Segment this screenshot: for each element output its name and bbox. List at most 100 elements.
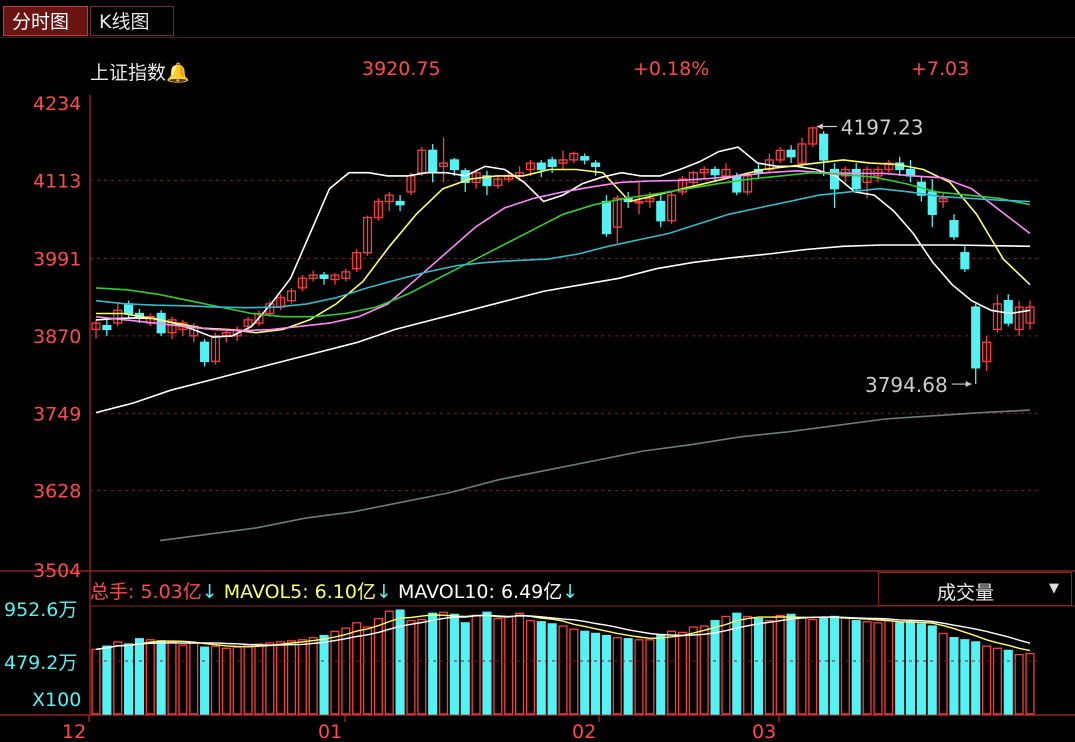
time-tick-label: 12 — [62, 721, 86, 742]
candle-body — [428, 149, 438, 174]
volume-bar — [438, 611, 449, 715]
candle-body — [210, 335, 221, 363]
volume-bar — [189, 642, 199, 715]
volume-bar — [308, 637, 318, 715]
volume-bar — [297, 639, 307, 715]
candle-body — [699, 168, 709, 174]
candle-body — [449, 159, 459, 171]
price-tick-label: 3870 — [33, 326, 81, 348]
volume-bar — [124, 643, 134, 715]
volume-bar — [840, 616, 850, 715]
candle-body — [124, 303, 134, 315]
volume-bar — [612, 637, 622, 715]
volume-bar — [330, 630, 340, 715]
volume-bar — [960, 639, 970, 715]
candle-body — [938, 197, 948, 203]
volume-bar — [786, 613, 796, 715]
candle-body — [200, 341, 210, 363]
candle-body — [884, 162, 894, 171]
candle-body — [775, 149, 785, 161]
price-tick-label: 3991 — [33, 248, 81, 270]
moving-average-line — [96, 159, 1031, 334]
volume-bar — [145, 639, 155, 715]
candle-body — [580, 156, 590, 161]
volume-bar — [1025, 652, 1035, 715]
candle-body — [547, 159, 557, 167]
candle-body — [960, 252, 970, 270]
volume-bar — [743, 615, 753, 715]
volume-bar — [406, 620, 416, 715]
volume-bar — [601, 634, 612, 715]
volume-bar — [656, 633, 666, 715]
moving-average-line — [95, 187, 1031, 309]
tab-kline[interactable]: K线图 — [90, 6, 174, 36]
volume-unit-label: X100 — [32, 689, 81, 711]
candle-body — [612, 197, 622, 228]
volume-bar — [113, 641, 123, 715]
volume-bar — [938, 632, 948, 715]
volume-bar — [873, 622, 883, 715]
volume-bar — [384, 610, 394, 715]
candle-body — [308, 274, 318, 279]
volume-bar — [634, 639, 644, 715]
volume-bar — [91, 648, 101, 715]
volume-bar — [178, 644, 188, 715]
candle-body — [927, 191, 937, 215]
price-tick-label: 3749 — [33, 403, 81, 425]
volume-bar — [710, 620, 720, 715]
candle-body — [362, 216, 373, 254]
volume-bar — [482, 611, 492, 715]
volume-bar — [134, 638, 145, 715]
volume-ma-line — [95, 614, 1031, 652]
down-arrow-icon: ↓ — [375, 581, 392, 603]
candle-body — [558, 159, 568, 164]
volume-bar — [753, 617, 764, 715]
volume-bar — [210, 645, 221, 715]
candle-body — [808, 127, 818, 145]
down-arrow-icon: ↓ — [562, 581, 579, 603]
volume-bar — [862, 621, 872, 715]
low-price-label: 3794.68 — [865, 373, 948, 397]
volume-bar — [558, 625, 568, 715]
index-change: +7.03 — [911, 58, 970, 80]
down-arrow-icon: ↓ — [201, 581, 218, 603]
volume-bar — [819, 617, 829, 715]
volume-bar — [797, 616, 807, 715]
index-change-pct: +0.18% — [633, 58, 710, 80]
volume-bar — [949, 637, 959, 715]
volume-bar — [471, 614, 481, 715]
bell-icon[interactable]: 🔔 — [166, 62, 190, 84]
volume-legend: 总手: 5.03亿↓ MAVOL5: 6.10亿↓ MAVOL10: 6.49亿… — [90, 577, 578, 604]
price-tick-label: 3504 — [33, 560, 81, 582]
candle-body — [851, 168, 861, 190]
vol-total-label: 总手: — [90, 581, 135, 603]
candle-body — [667, 194, 677, 222]
volume-bar — [580, 630, 590, 715]
candle-body — [493, 178, 503, 187]
indicator-select[interactable]: 成交量 ▼ — [878, 572, 1072, 606]
volume-bar — [232, 646, 242, 715]
tab-time-share[interactable]: 分时图 — [3, 6, 88, 36]
volume-bar — [276, 641, 286, 715]
volume-bar — [319, 634, 329, 715]
volume-bar — [851, 620, 861, 715]
index-name-group: 上证指数🔔 — [90, 58, 190, 85]
volume-bar — [1014, 653, 1024, 715]
candle-body — [341, 271, 351, 279]
high-price-label: 4197.23 — [841, 116, 924, 140]
volume-bar — [667, 630, 677, 715]
candle-body — [482, 175, 492, 187]
candle-body — [1003, 300, 1013, 324]
volume-bar — [905, 621, 916, 715]
volume-bar — [884, 620, 894, 715]
volume-bar — [688, 626, 698, 715]
price-tick-label: 4234 — [33, 93, 81, 115]
volume-axis-mid: 479.2万 — [4, 652, 77, 674]
volume-bar — [341, 627, 351, 715]
volume-bar — [254, 643, 264, 715]
volume-bar — [417, 619, 427, 715]
index-name: 上证指数 — [90, 62, 167, 84]
volume-bar — [547, 623, 557, 715]
time-tick-label: 03 — [752, 721, 776, 742]
